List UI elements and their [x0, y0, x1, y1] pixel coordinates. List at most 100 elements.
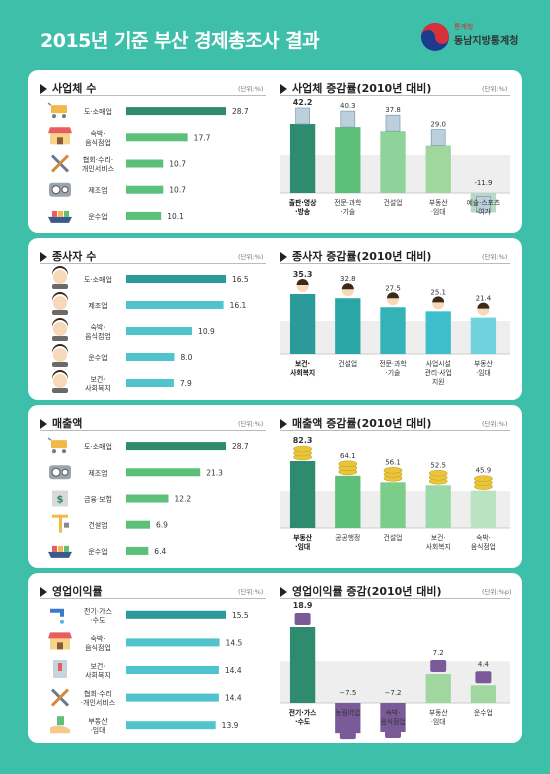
left-bar-chart: 도·소매업 16.5 제조업 16.1 숙박· 음식점업 10.9 운수업 8.0 보건· 사회복지… — [52, 266, 249, 393]
right-title-text: 매출액 증감률(2010년 대비) — [292, 417, 432, 430]
value-label: 82.3 — [293, 436, 313, 445]
taegeuk-logo-icon — [421, 23, 449, 51]
value-label: 16.5 — [232, 275, 249, 284]
right-divider — [280, 95, 510, 96]
bar — [425, 145, 451, 193]
left-bar-chart: 전기·가스 ·수도 15.5 숙박· 음식점업 14.5 보건· 사회복지 14.4 협회·수리 ·… — [48, 606, 249, 735]
left-bar-chart: 도·소매업 28.7 숙박· 음식점업 17.7 협회·수리· 개인서비스 10.7 제조업 10… — [47, 102, 249, 223]
crane-icon — [52, 514, 69, 533]
value-label: 64.1 — [340, 452, 356, 460]
bar — [335, 127, 361, 193]
right-unit-label: (단위:%) — [482, 253, 508, 261]
triangle-marker-icon — [40, 587, 47, 597]
value-label: −7.5 — [339, 689, 356, 697]
value-label: 7.2 — [433, 649, 444, 657]
category-label: 부동산 ·임대 — [429, 198, 448, 216]
bar — [470, 490, 497, 528]
logo-subtext: 통계청 — [454, 23, 474, 31]
category-label: 건설업 — [384, 533, 403, 542]
building-icon — [295, 107, 310, 125]
right-bar-chart: 18.9 전기·가스 ·수도 −7.5 농림어업 −7.2 숙박· 음식점업 7.2 부동산 ·임대… — [280, 601, 510, 740]
bar — [126, 211, 162, 220]
briefcase-icon — [385, 725, 401, 738]
bar — [335, 475, 361, 528]
category-label: 제조업 — [88, 469, 107, 477]
category-label: 예술·스포츠 ·여가 — [467, 198, 500, 216]
header: 2015년 기준 부산 경제총조사 결과 통계청 동남지방통계청 — [0, 0, 550, 68]
shop-icon — [48, 632, 72, 650]
category-label: 제조업 — [88, 187, 107, 195]
bar — [126, 353, 175, 361]
coin-stack-icon — [338, 460, 358, 468]
category-label: 전기·가스 ·수도 — [84, 606, 113, 624]
gear-icon — [49, 465, 71, 480]
briefcase-icon — [430, 660, 447, 673]
bar — [126, 275, 226, 283]
bar — [126, 610, 226, 619]
worker-icon — [52, 318, 68, 341]
bar — [425, 674, 451, 703]
bar — [380, 131, 406, 193]
right-section-title: 사업체 증감률(2010년 대비) — [280, 80, 431, 96]
value-label: 14.4 — [225, 694, 242, 703]
right-title-text: 종사자 증감률(2010년 대비) — [292, 250, 432, 263]
value-label: 42.2 — [293, 98, 313, 107]
ship-icon — [48, 545, 72, 558]
category-label: 전문·과학 ·기술 — [379, 359, 406, 377]
left-divider — [40, 263, 266, 264]
category-label: 협회·수리·개인서비스 — [82, 155, 115, 173]
left-title-text: 사업체 수 — [52, 82, 97, 95]
bar — [126, 494, 169, 503]
section-panel: 영업이익률 (단위:%) 전기·가스 ·수도 15.5 숙박· 음식점업 14.5 보건· 사회복… — [28, 573, 522, 743]
right-divider — [280, 430, 510, 431]
category-label: 도·소매업 — [84, 108, 112, 116]
bar — [289, 627, 316, 703]
right-section-title: 매출액 증감률(2010년 대비) — [280, 415, 431, 431]
section-panel: 매출액 (단위:%) 도·소매업 28.7 제조업 21.3 $ 금융·보험 12.2 건설업 6.… — [28, 405, 522, 568]
bar — [380, 307, 406, 354]
value-label: 13.9 — [222, 721, 239, 730]
value-label: 10.9 — [198, 327, 215, 336]
value-label: 32.8 — [340, 275, 356, 283]
bar — [126, 666, 219, 674]
category-label: 전문·과학 ·기술 — [334, 198, 361, 216]
shop-icon — [48, 127, 72, 145]
right-bar-chart: 82.3 부동산 ·임대 64.1 공공행정 56.1 건설업 52.5 보건· 사회복지 45.9… — [280, 436, 510, 551]
worker-icon — [52, 292, 68, 315]
value-label: 8.0 — [180, 353, 192, 362]
value-label: 4.4 — [478, 660, 490, 668]
category-label: 사업시설 관리·사업 지원 — [425, 359, 452, 386]
bar — [470, 685, 497, 703]
left-title-text: 종사자 수 — [52, 250, 97, 263]
category-label: 제조업 — [88, 302, 107, 310]
coin-stack-icon — [383, 467, 403, 474]
triangle-marker-icon — [280, 419, 287, 429]
coin-stack-icon — [293, 445, 312, 453]
category-label: 건설업 — [338, 359, 357, 368]
svg-text:$: $ — [57, 495, 64, 506]
value-label: 28.7 — [232, 442, 249, 451]
worker-icon — [52, 370, 68, 393]
left-divider — [40, 430, 266, 431]
category-label: 금융·보험 — [84, 496, 112, 504]
bar — [126, 133, 188, 142]
bar — [126, 327, 193, 335]
coin-icon: $ — [52, 490, 68, 507]
bar — [126, 468, 201, 477]
value-label: 18.9 — [293, 601, 313, 610]
ship-icon — [48, 210, 72, 223]
value-label: 10.7 — [169, 186, 186, 195]
category-label: 부동산 ·임대 — [429, 708, 448, 726]
building-icon — [430, 129, 446, 146]
category-label: 운수업 — [88, 354, 107, 362]
building-icon — [476, 196, 491, 213]
category-label: 도·소매업 — [84, 276, 112, 284]
bar — [289, 124, 316, 193]
right-title-text: 사업체 증감률(2010년 대비) — [292, 82, 432, 95]
triangle-marker-icon — [40, 84, 47, 94]
tools-icon — [50, 154, 70, 173]
right-title-text: 영업이익률 증감(2010년 대비) — [292, 585, 442, 598]
bar — [425, 311, 451, 354]
right-bar-chart: 35.3 보건· 사회복지 32.8 건설업 27.5 전문·과학 ·기술 25.1 사업시설 관리… — [280, 270, 510, 386]
bar — [289, 294, 316, 354]
